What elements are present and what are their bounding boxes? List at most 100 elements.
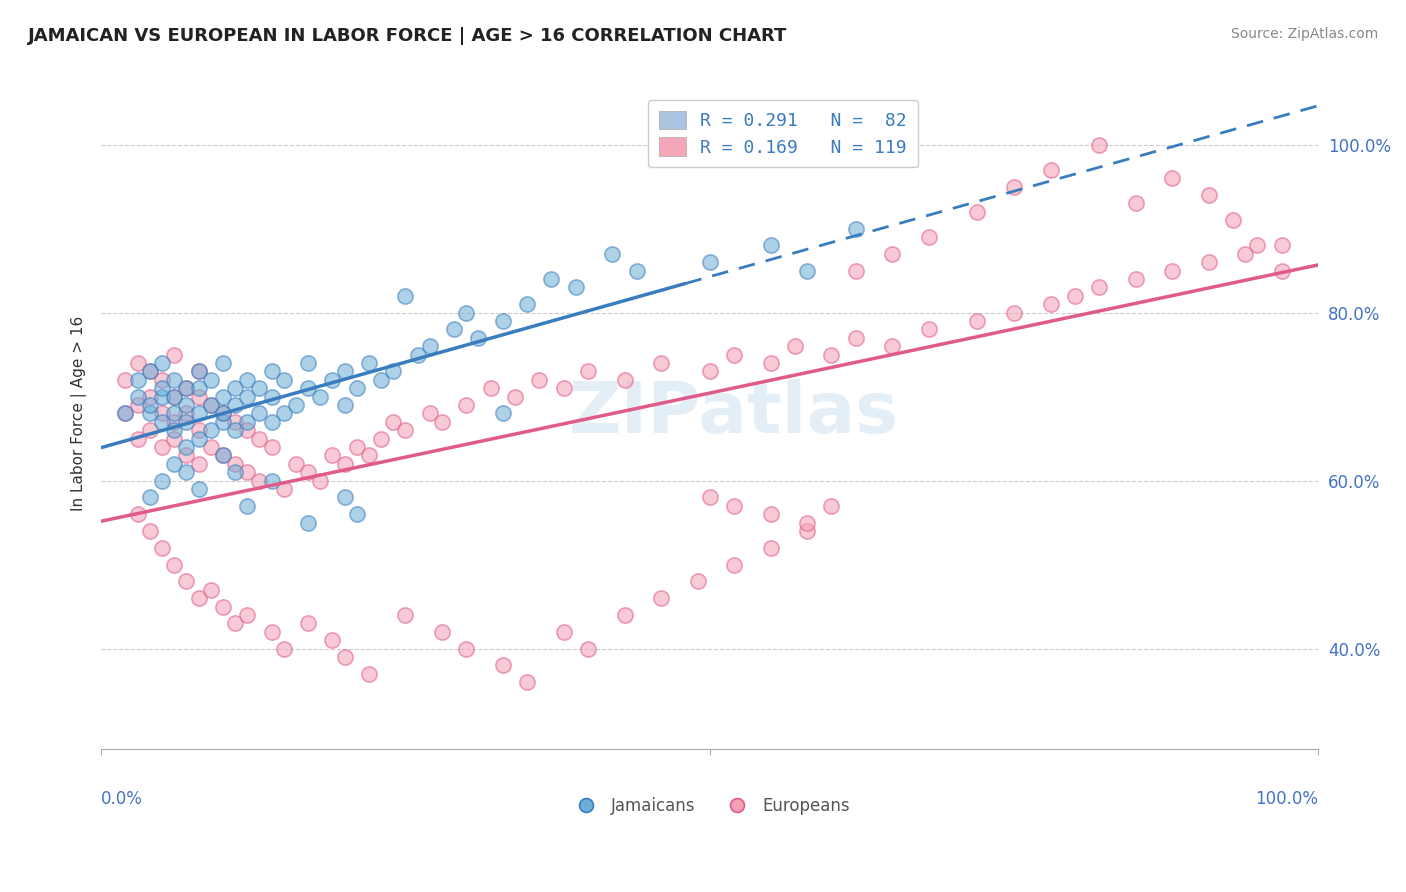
Point [236,415,259,429]
Point [1002,179,1025,194]
Point [260,440,283,454]
Point [346,381,368,395]
Point [357,449,380,463]
Point [163,390,186,404]
Text: 0.0%: 0.0% [101,789,143,808]
Point [456,398,478,412]
Point [176,574,198,589]
Point [723,348,745,362]
Point [260,474,283,488]
Point [1088,280,1111,294]
Point [394,423,416,437]
Point [321,449,343,463]
Point [796,524,818,538]
Point [224,457,246,471]
Point [163,558,186,572]
Point [163,406,186,420]
Point [176,449,198,463]
Point [699,491,721,505]
Point [882,247,904,261]
Point [796,263,818,277]
Point [820,348,842,362]
Point [759,238,782,252]
Point [187,364,209,378]
Point [553,624,575,639]
Point [394,289,416,303]
Point [1063,289,1085,303]
Point [370,373,392,387]
Point [966,314,988,328]
Point [211,406,233,420]
Point [613,373,636,387]
Point [187,591,209,606]
Point [576,364,599,378]
Point [127,507,149,521]
Point [114,406,136,420]
Point [686,574,709,589]
Point [576,641,599,656]
Point [187,364,209,378]
Point [187,423,209,437]
Point [796,516,818,530]
Point [273,373,295,387]
Point [492,406,515,420]
Point [346,507,368,521]
Point [309,474,332,488]
Point [430,415,453,429]
Point [211,390,233,404]
Point [650,356,672,370]
Point [127,373,149,387]
Point [1271,263,1294,277]
Point [1002,305,1025,319]
Point [211,356,233,370]
Point [187,432,209,446]
Point [187,381,209,395]
Point [224,465,246,479]
Point [127,356,149,370]
Point [150,541,173,555]
Point [820,499,842,513]
Point [139,364,162,378]
Point [150,381,173,395]
Point [236,390,259,404]
Point [260,364,283,378]
Point [224,415,246,429]
Point [845,221,868,235]
Point [236,423,259,437]
Point [236,607,259,622]
Point [139,491,162,505]
Point [236,373,259,387]
Point [150,356,173,370]
Point [200,398,222,412]
Point [150,390,173,404]
Point [211,406,233,420]
Point [163,415,186,429]
Point [187,457,209,471]
Point [176,465,198,479]
Point [1125,272,1147,286]
Point [882,339,904,353]
Point [1222,213,1244,227]
Point [419,406,441,420]
Point [114,406,136,420]
Point [456,305,478,319]
Point [297,616,319,631]
Legend: Jamaicans, Europeans: Jamaicans, Europeans [562,790,856,822]
Point [127,398,149,412]
Point [176,440,198,454]
Point [723,499,745,513]
Point [139,398,162,412]
Point [163,390,186,404]
Point [723,558,745,572]
Point [247,432,270,446]
Point [845,331,868,345]
Point [247,381,270,395]
Point [284,457,307,471]
Point [553,381,575,395]
Point [284,398,307,412]
Point [1198,255,1220,269]
Point [224,423,246,437]
Point [966,204,988,219]
Point [333,650,356,665]
Point [150,474,173,488]
